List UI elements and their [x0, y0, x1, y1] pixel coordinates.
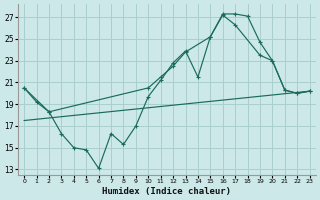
X-axis label: Humidex (Indice chaleur): Humidex (Indice chaleur) [102, 187, 231, 196]
